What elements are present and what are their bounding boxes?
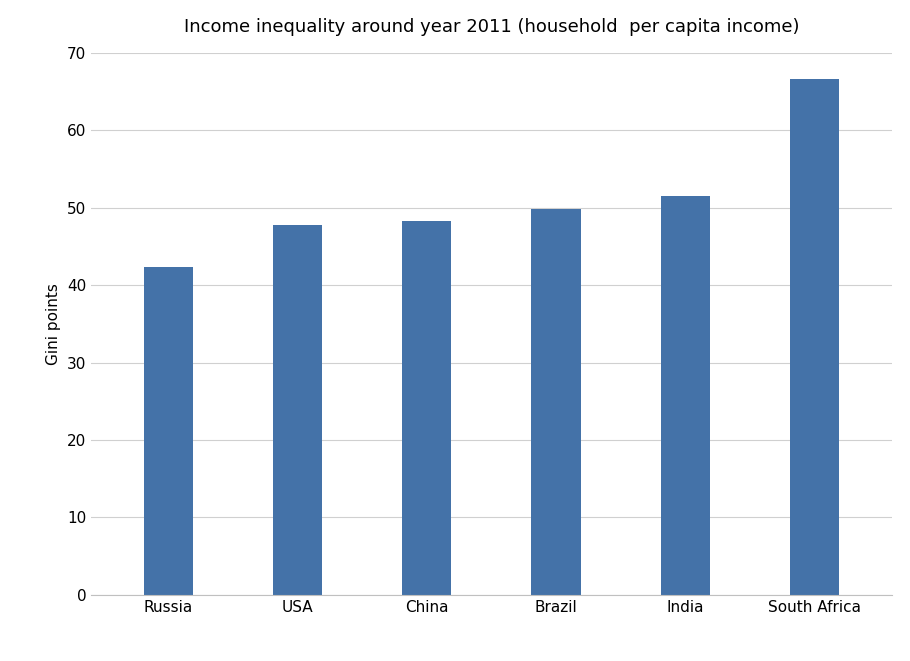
Title: Income inequality around year 2011 (household  per capita income): Income inequality around year 2011 (hous…: [184, 18, 799, 36]
Bar: [402, 221, 451, 595]
Bar: [144, 267, 193, 595]
Y-axis label: Gini points: Gini points: [46, 283, 61, 365]
Bar: [790, 79, 839, 595]
Bar: [531, 210, 581, 595]
Bar: [661, 196, 710, 595]
Bar: [273, 225, 322, 595]
